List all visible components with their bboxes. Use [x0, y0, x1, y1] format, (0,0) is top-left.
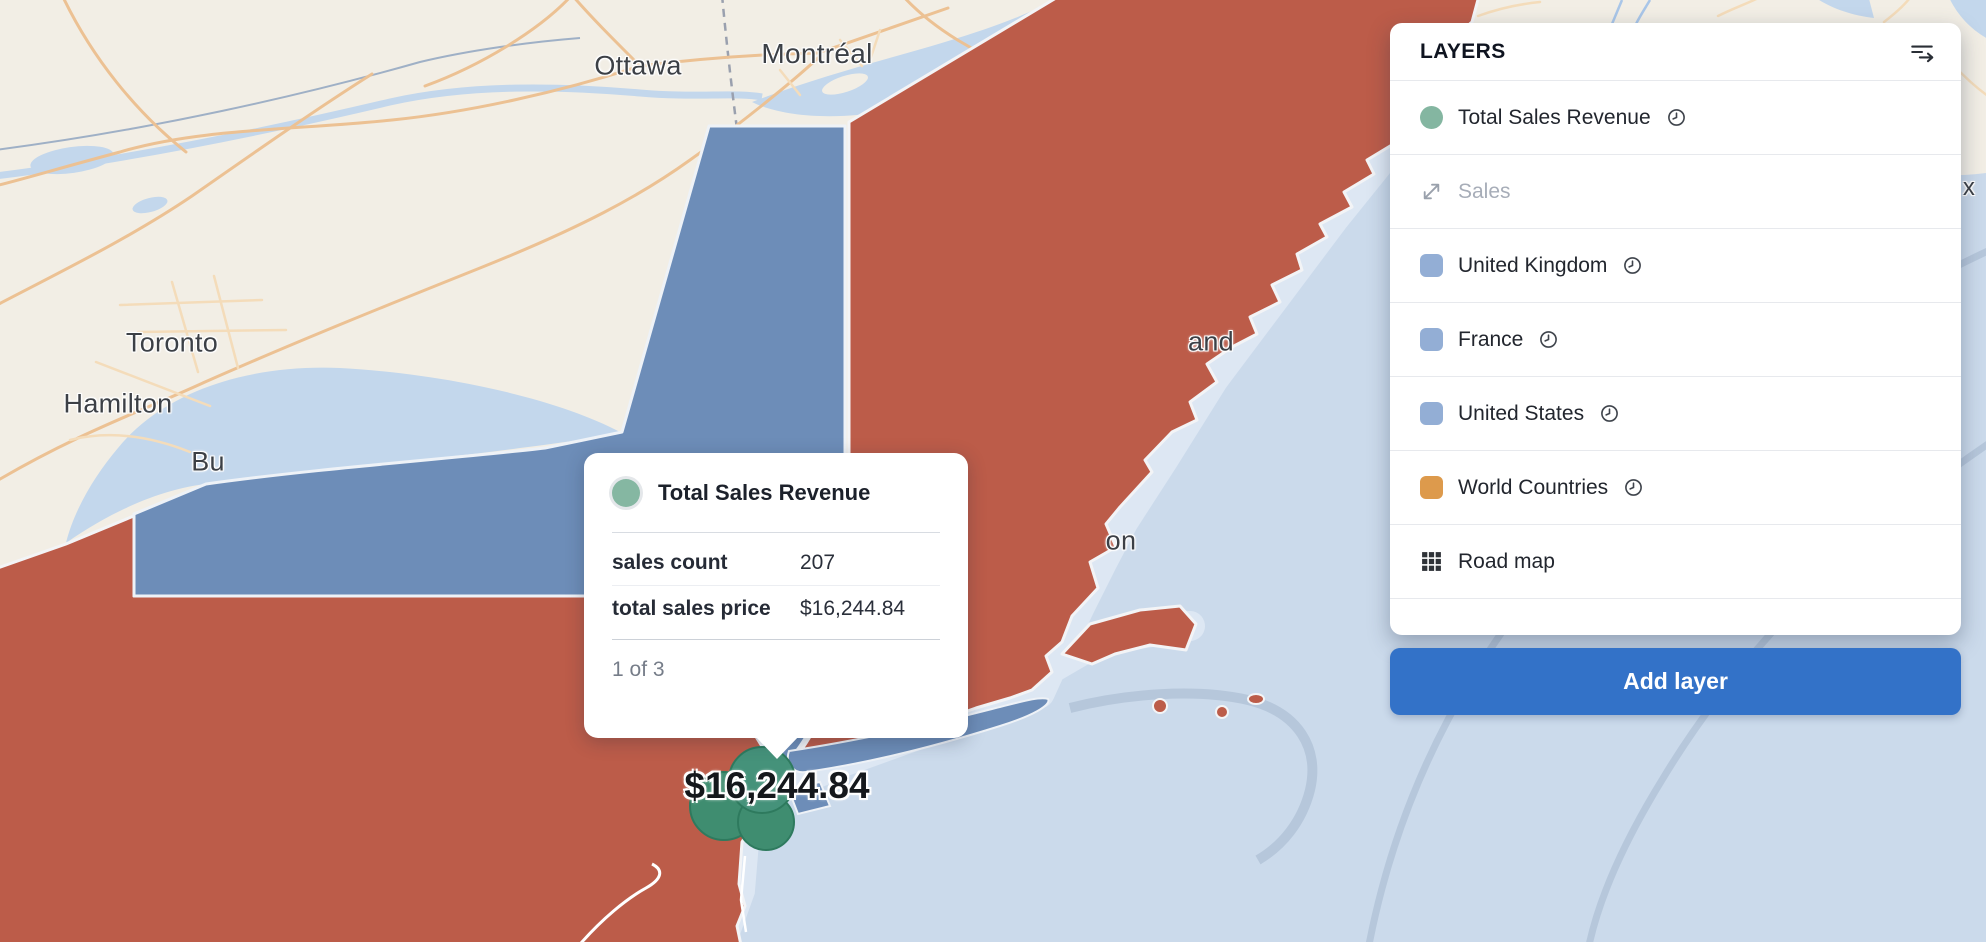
layer-label: France [1458, 327, 1524, 351]
city-label-ottawa: Ottawa [594, 50, 682, 81]
layer-item-sales[interactable]: Sales [1390, 154, 1961, 228]
layer-swatch [1418, 476, 1444, 499]
popup-row: total sales price $16,244.84 [612, 585, 940, 631]
sales-marker-cluster [689, 746, 796, 851]
city-label-portland-cut: and [1188, 326, 1234, 357]
layers-panel-header: LAYERS [1390, 23, 1961, 81]
popup-row: sales count 207 [612, 540, 940, 585]
layer-item-france[interactable]: France [1390, 302, 1961, 376]
layer-item-total-sales-revenue[interactable]: Total Sales Revenue [1390, 81, 1961, 154]
clock-icon[interactable] [1623, 256, 1642, 275]
marker-value-label[interactable]: $16,244.84 [684, 765, 870, 806]
layer-item-united-kingdom[interactable]: United Kingdom [1390, 228, 1961, 302]
layer-swatch [1418, 328, 1444, 351]
popup-header: Total Sales Revenue [612, 453, 940, 533]
layer-swatch [1418, 106, 1444, 129]
popup-pagination: 1 of 3 [612, 658, 665, 681]
layer-item-united-states[interactable]: United States [1390, 376, 1961, 450]
layer-color-swatch [612, 478, 640, 507]
attribute-value: $16,244.84 [800, 596, 906, 620]
layer-label: Road map [1458, 549, 1555, 573]
clock-icon[interactable] [1539, 330, 1558, 349]
layer-label: United States [1458, 401, 1585, 425]
layer-item-world-countries[interactable]: World Countries [1390, 450, 1961, 524]
layer-swatch [1418, 402, 1444, 425]
clock-icon[interactable] [1624, 478, 1643, 497]
city-label-toronto: Toronto [125, 327, 219, 358]
city-label-x-cut: x [1962, 174, 1976, 201]
popup-pointer [754, 735, 800, 759]
city-label-montreal: Montréal [761, 38, 873, 69]
layer-label: Sales [1458, 179, 1511, 203]
collapse-panel-icon[interactable] [1909, 40, 1935, 64]
grid-basemap-icon [1418, 550, 1444, 573]
city-label-boston-cut: on [1105, 525, 1137, 556]
city-label-buffalo-cut: Bu [191, 446, 225, 477]
popup-attribute-rows: sales count 207 total sales price $16,24… [612, 533, 940, 640]
expand-diagonal-icon [1418, 180, 1444, 203]
attribute-value: 207 [800, 550, 836, 574]
feature-popup: Total Sales Revenue sales count 207 tota… [584, 453, 968, 738]
layer-item-road-map[interactable]: Road map [1390, 524, 1961, 599]
layer-label: World Countries [1458, 475, 1609, 499]
clock-icon[interactable] [1600, 404, 1619, 423]
layer-label: Total Sales Revenue [1458, 105, 1651, 129]
add-layer-button[interactable]: Add layer [1390, 648, 1961, 715]
attribute-label: total sales price [612, 596, 771, 620]
layers-panel-title: LAYERS [1420, 39, 1506, 63]
layer-label: United Kingdom [1458, 253, 1608, 277]
layer-swatch [1418, 254, 1444, 277]
popup-title: Total Sales Revenue [658, 479, 871, 505]
attribute-label: sales count [612, 550, 728, 574]
clock-icon[interactable] [1667, 108, 1686, 127]
city-label-hamilton: Hamilton [63, 388, 173, 419]
layers-panel: LAYERS Total Sales Revenue Sales [1390, 23, 1961, 635]
